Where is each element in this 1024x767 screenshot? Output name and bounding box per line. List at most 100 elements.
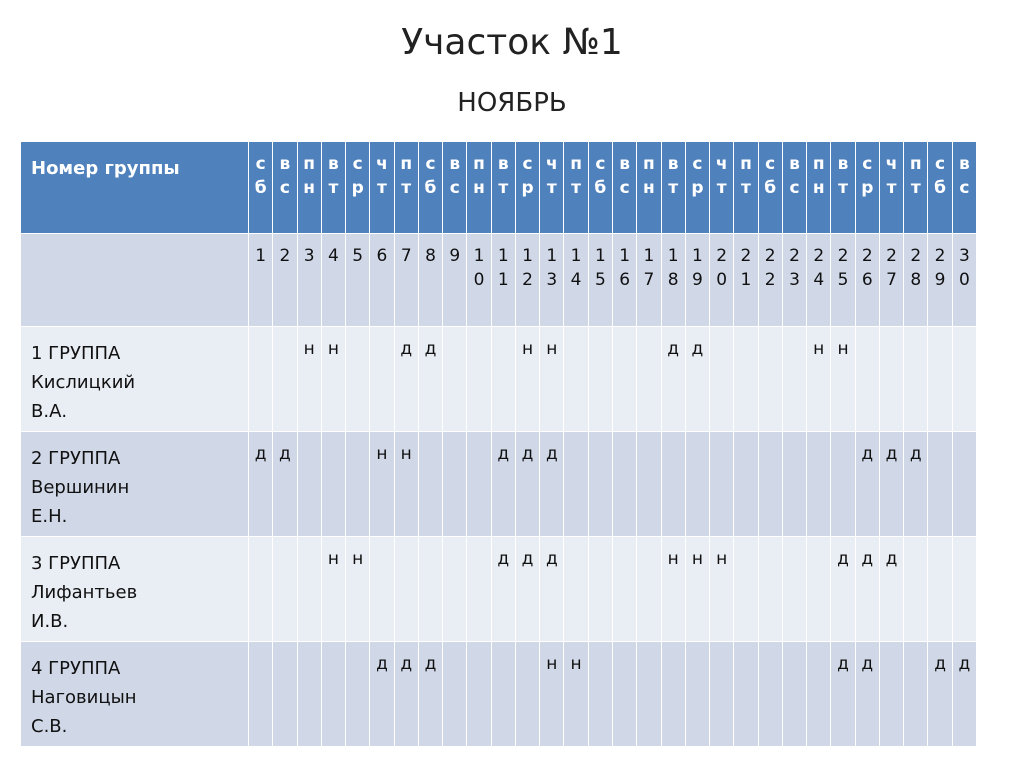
- empty-cell: [854, 326, 880, 432]
- empty-cell: [660, 641, 686, 747]
- empty-cell: [296, 536, 322, 642]
- weekday-cell: вс: [951, 141, 978, 234]
- schedule-table: Номер группы сб вс пн вт ср чт пт сб вс пн вт ср чт пт…: [20, 141, 978, 747]
- shift-cell: д: [927, 641, 953, 747]
- empty-cell: [806, 641, 832, 747]
- label-line: 2 ГРУППА: [31, 448, 121, 469]
- weekday-cell: ср: [854, 141, 880, 234]
- empty-cell: [636, 326, 662, 432]
- shift-cell: н: [393, 431, 419, 537]
- empty-cell: [247, 326, 274, 432]
- empty-cell: [466, 431, 492, 537]
- shift-cell: н: [369, 431, 395, 537]
- empty-cell: [393, 536, 419, 642]
- shift-cell: д: [660, 326, 686, 432]
- weekday-cell: вс: [272, 141, 298, 234]
- label-line: Е.Н.: [31, 506, 68, 527]
- shift-cell: д: [878, 536, 905, 642]
- weekday-cell: чт: [539, 141, 565, 234]
- empty-cell: [733, 431, 759, 537]
- empty-cell: [247, 641, 274, 747]
- shift-cell: д: [490, 431, 516, 537]
- shift-cell: д: [369, 641, 395, 747]
- weekday-cell: вс: [442, 141, 468, 234]
- empty-cell: [369, 536, 395, 642]
- shift-cell: д: [539, 536, 565, 642]
- empty-cell: [442, 536, 468, 642]
- weekday-cell: пт: [903, 141, 929, 234]
- group-row: 2 ГРУППА Вершинин Е.Н. д д н н д д д д д д: [20, 431, 978, 537]
- weekday-cell: вс: [781, 141, 808, 234]
- shift-cell: н: [709, 536, 735, 642]
- label-line: 4 ГРУППА: [31, 658, 121, 679]
- weekday-cell: пн: [296, 141, 322, 234]
- shift-cell: н: [296, 326, 322, 432]
- weekday-cell: чт: [709, 141, 735, 234]
- shift-cell: н: [806, 326, 832, 432]
- day-cell: 29: [927, 233, 953, 327]
- weekday-cell: вс: [611, 141, 638, 234]
- header-row: Номер группы сб вс пн вт ср чт пт сб вс пн вт ср чт пт…: [20, 141, 978, 234]
- weekday-cell: чт: [878, 141, 905, 234]
- label-line: 1 ГРУППА: [31, 343, 121, 364]
- day-cell: 25: [830, 233, 856, 327]
- day-cell: 21: [733, 233, 759, 327]
- empty-cell: [272, 326, 298, 432]
- label-line: Лифантьев: [31, 582, 138, 603]
- day-cell: 4: [320, 233, 347, 327]
- empty-cell: [563, 536, 589, 642]
- empty-cell: [927, 326, 953, 432]
- empty-cell: [587, 536, 613, 642]
- shift-cell: д: [417, 326, 444, 432]
- day-cell: 2: [272, 233, 298, 327]
- empty-cell: [781, 641, 808, 747]
- day-cell: 26: [854, 233, 880, 327]
- empty-cell: [272, 536, 298, 642]
- empty-cell: [369, 326, 395, 432]
- shift-cell: д: [903, 431, 929, 537]
- weekday-cell: сб: [927, 141, 953, 234]
- weekday-cell: ср: [514, 141, 541, 234]
- day-cell: 6: [369, 233, 395, 327]
- empty-cell: [781, 326, 808, 432]
- empty-cell: [296, 431, 322, 537]
- weekday-cell: ср: [684, 141, 711, 234]
- day-cell: 9: [442, 233, 468, 327]
- label-line: И.В.: [31, 611, 69, 632]
- weekday-cell: сб: [757, 141, 783, 234]
- day-cell: 30: [951, 233, 978, 327]
- day-cell: 11: [490, 233, 516, 327]
- weekday-cell: чт: [369, 141, 395, 234]
- empty-cell: [903, 536, 929, 642]
- day-cell: 16: [611, 233, 638, 327]
- empty-cell: [878, 326, 905, 432]
- empty-cell: [781, 431, 808, 537]
- group-label: 2 ГРУППА Вершинин Е.Н.: [20, 431, 249, 537]
- weekday-cell: пн: [636, 141, 662, 234]
- shift-cell: д: [854, 431, 880, 537]
- empty-cell: [587, 641, 613, 747]
- empty-cell: [466, 536, 492, 642]
- shift-cell: д: [830, 536, 856, 642]
- day-cell: 3: [296, 233, 322, 327]
- label-line: Кислицкий: [31, 372, 136, 393]
- empty-cell: [611, 326, 638, 432]
- empty-cell: [320, 431, 347, 537]
- shift-cell: н: [539, 641, 565, 747]
- weekday-cell: пт: [733, 141, 759, 234]
- empty-cell: [611, 431, 638, 537]
- empty-cell: [757, 326, 783, 432]
- subtitle: НОЯБРЬ: [457, 88, 567, 118]
- empty-cell: [781, 536, 808, 642]
- empty-cell: [757, 641, 783, 747]
- shift-cell: н: [660, 536, 686, 642]
- day-cell: 12: [514, 233, 541, 327]
- empty-cell: [563, 431, 589, 537]
- day-cell: 10: [466, 233, 492, 327]
- day-cell: 13: [539, 233, 565, 327]
- day-cell: 8: [417, 233, 444, 327]
- group-row: 4 ГРУППА Наговицын С.В. д д д н н д д д д: [20, 641, 978, 747]
- day-cell: 20: [709, 233, 735, 327]
- empty-cell: [611, 536, 638, 642]
- weekday-cell: пт: [393, 141, 419, 234]
